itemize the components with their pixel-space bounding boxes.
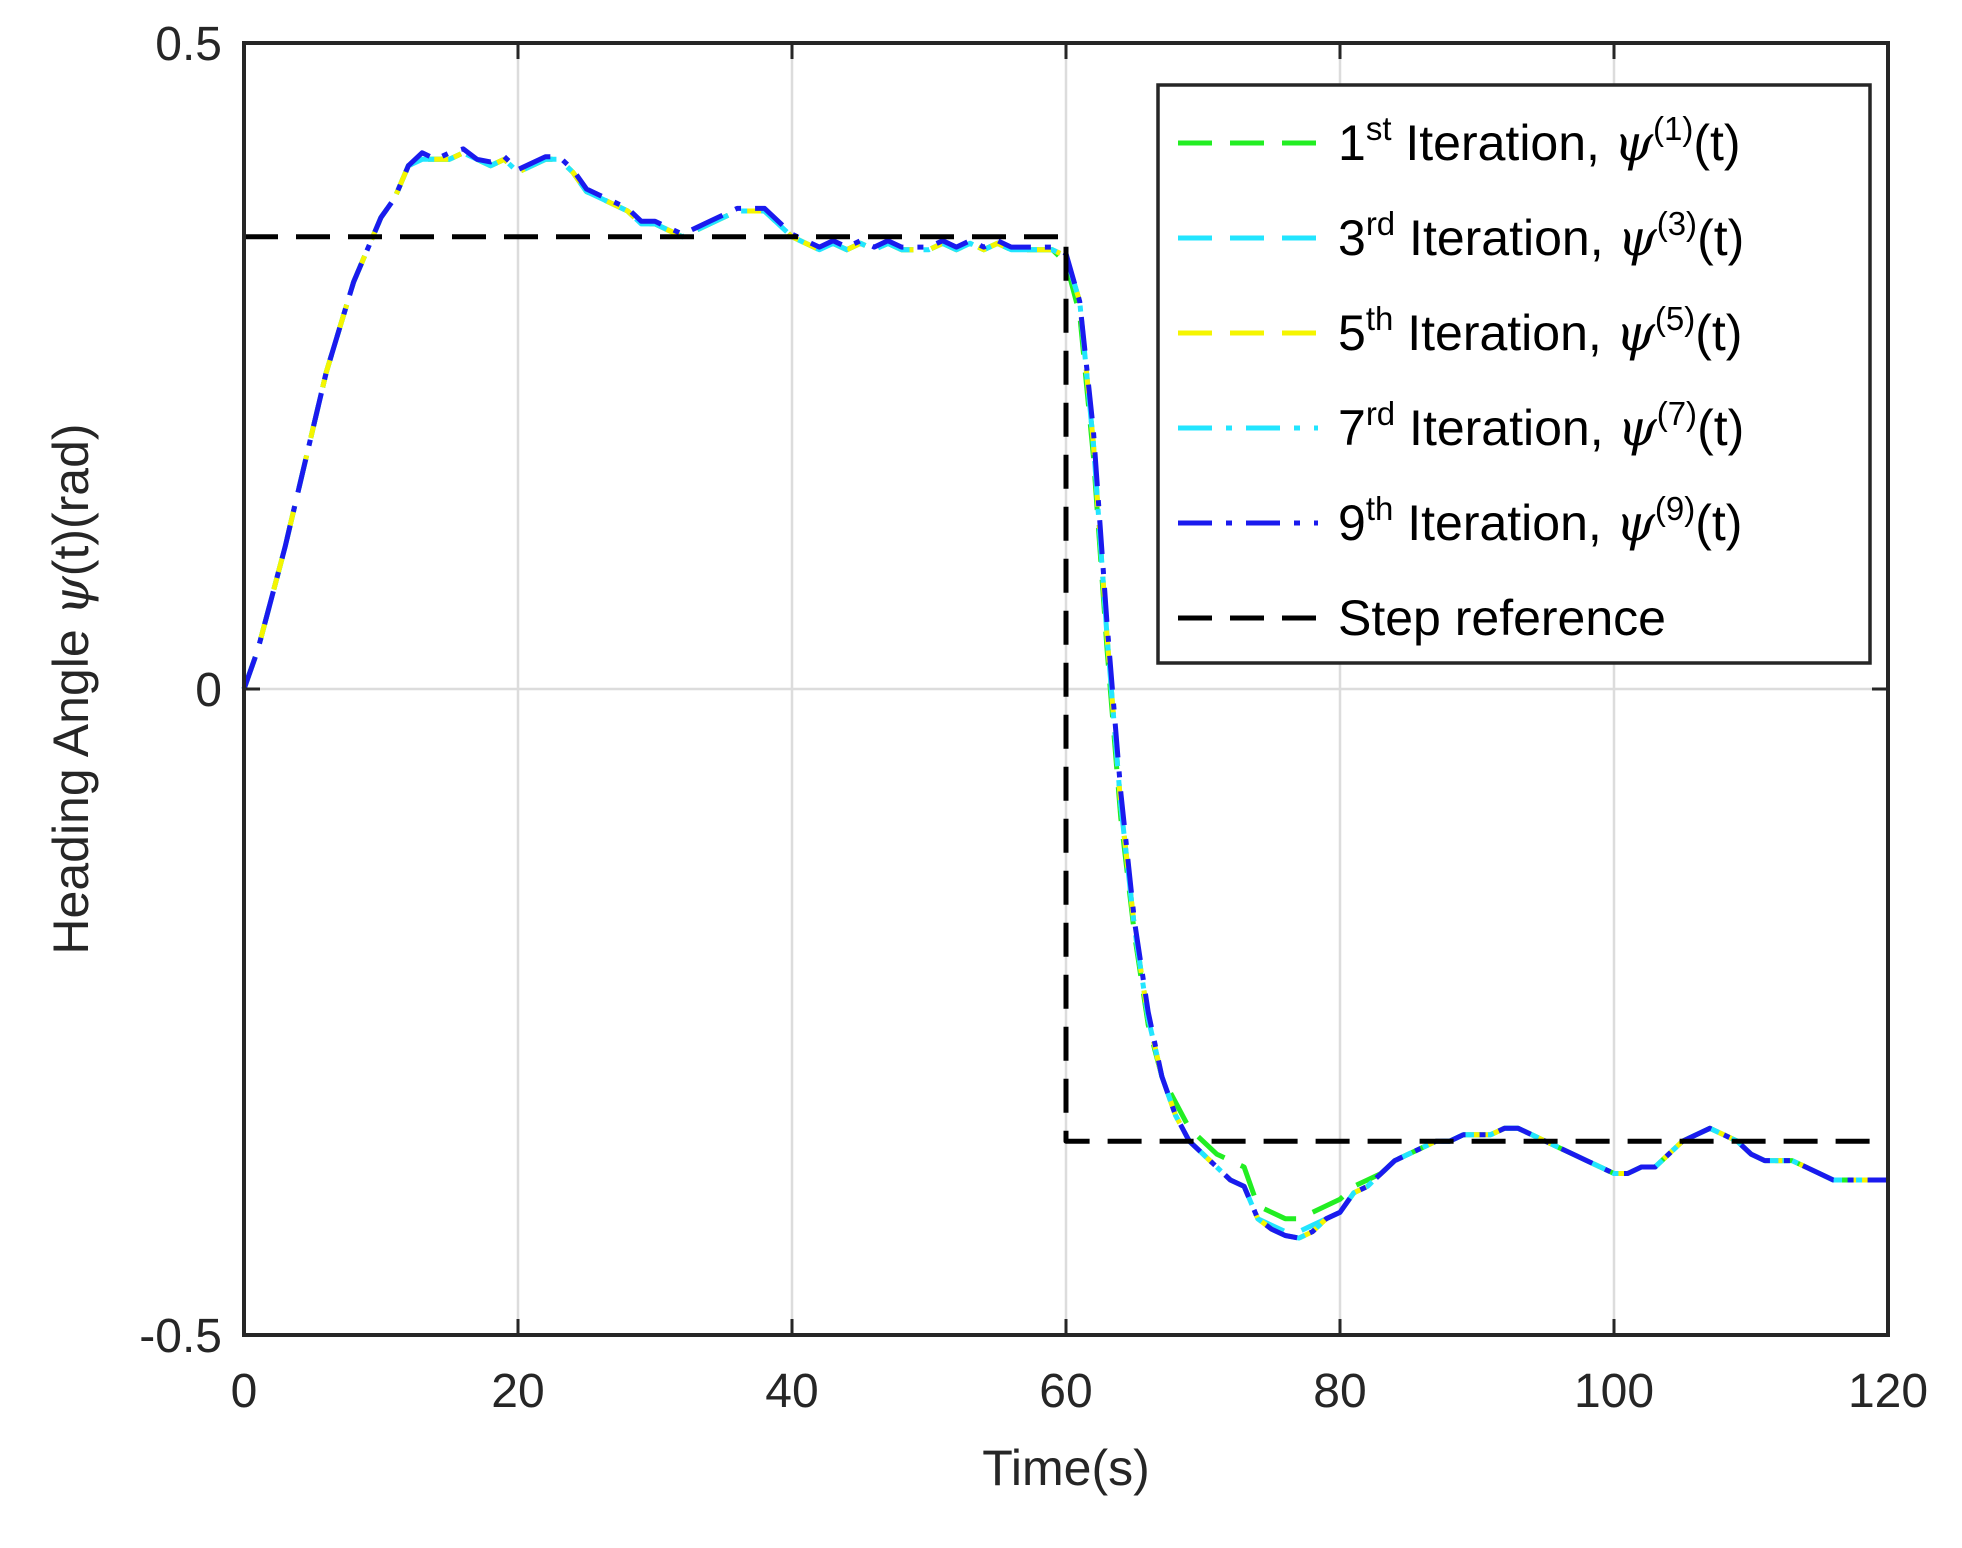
x-tick-label: 100: [1574, 1365, 1654, 1418]
legend-psi: ψ: [1616, 304, 1656, 362]
legend-tail: (t): [1693, 115, 1740, 171]
legend-psi-sup: (3): [1657, 205, 1697, 242]
x-tick-label: 40: [765, 1365, 818, 1418]
y-axis-label-symbol: ψ: [42, 575, 100, 615]
legend-psi: ψ: [1618, 399, 1658, 457]
legend-label-1: 1st Iteration, ψ(1)(t): [1338, 110, 1741, 172]
x-axis-label: Time(s): [982, 1440, 1150, 1496]
legend-psi-sup: (1): [1653, 110, 1693, 147]
ticks: 0 20 40 60 80 100 120-0.500.5: [139, 18, 1928, 1418]
y-axis-label-text: Heading Angle: [43, 615, 99, 954]
legend: 1st Iteration, ψ(1)(t)3rd Iteration, ψ(3…: [1156, 83, 1872, 665]
y-tick-label: -0.5: [139, 1310, 222, 1363]
legend-number: 7: [1338, 400, 1366, 456]
legend-ordinal-sup: th: [1366, 490, 1394, 527]
legend-number: 3: [1338, 210, 1366, 266]
legend-psi-sup: (9): [1655, 490, 1695, 527]
legend-number: 5: [1338, 305, 1366, 361]
x-tick-label: 20: [491, 1365, 544, 1418]
legend-label-5: 9th Iteration, ψ(9)(t): [1338, 490, 1742, 552]
legend-ordinal-sup: rd: [1366, 205, 1395, 242]
legend-number: 1: [1338, 115, 1366, 171]
legend-label-3: 5th Iteration, ψ(5)(t): [1338, 300, 1742, 362]
legend-psi: ψ: [1614, 114, 1654, 172]
legend-text-part: Iteration,: [1393, 495, 1615, 551]
legend-box: [1156, 83, 1872, 665]
legend-psi-sup: (5): [1655, 300, 1695, 337]
y-axis-label: Heading Angle ψ(t)(rad): [42, 423, 100, 954]
legend-label-6: Step reference: [1338, 590, 1666, 646]
series-line-4: [241, 150, 1888, 1241]
legend-number: 9: [1338, 495, 1366, 551]
legend-label-2: 3rd Iteration, ψ(3)(t): [1338, 205, 1744, 267]
x-tick-label: 120: [1848, 1365, 1928, 1418]
series-group: [241, 146, 1888, 1241]
y-axis-label-suffix: (t)(rad): [43, 423, 99, 576]
legend-text-part: Iteration,: [1395, 400, 1617, 456]
legend-ordinal-sup: th: [1366, 300, 1394, 337]
legend-ordinal-sup: st: [1366, 110, 1392, 147]
legend-tail: (t): [1695, 305, 1742, 361]
series-line-6: [244, 234, 1888, 1144]
x-tick-label: 60: [1039, 1365, 1092, 1418]
legend-tail: (t): [1697, 400, 1744, 456]
legend-tail: (t): [1695, 495, 1742, 551]
legend-psi-sup: (7): [1657, 395, 1697, 432]
legend-ordinal-sup: rd: [1366, 395, 1395, 432]
legend-text-part: Step reference: [1338, 590, 1666, 646]
x-tick-label: 80: [1313, 1365, 1366, 1418]
x-tick-label: 0: [231, 1365, 258, 1418]
legend-text-part: Iteration,: [1393, 305, 1615, 361]
legend-text-part: Iteration,: [1391, 115, 1613, 171]
legend-psi: ψ: [1618, 209, 1658, 267]
legend-tail: (t): [1697, 210, 1744, 266]
legend-label-4: 7rd Iteration, ψ(7)(t): [1338, 395, 1744, 457]
y-tick-label: 0.5: [155, 18, 222, 71]
legend-psi: ψ: [1616, 494, 1656, 552]
y-tick-label: 0: [195, 664, 222, 717]
legend-text-part: Iteration,: [1395, 210, 1617, 266]
